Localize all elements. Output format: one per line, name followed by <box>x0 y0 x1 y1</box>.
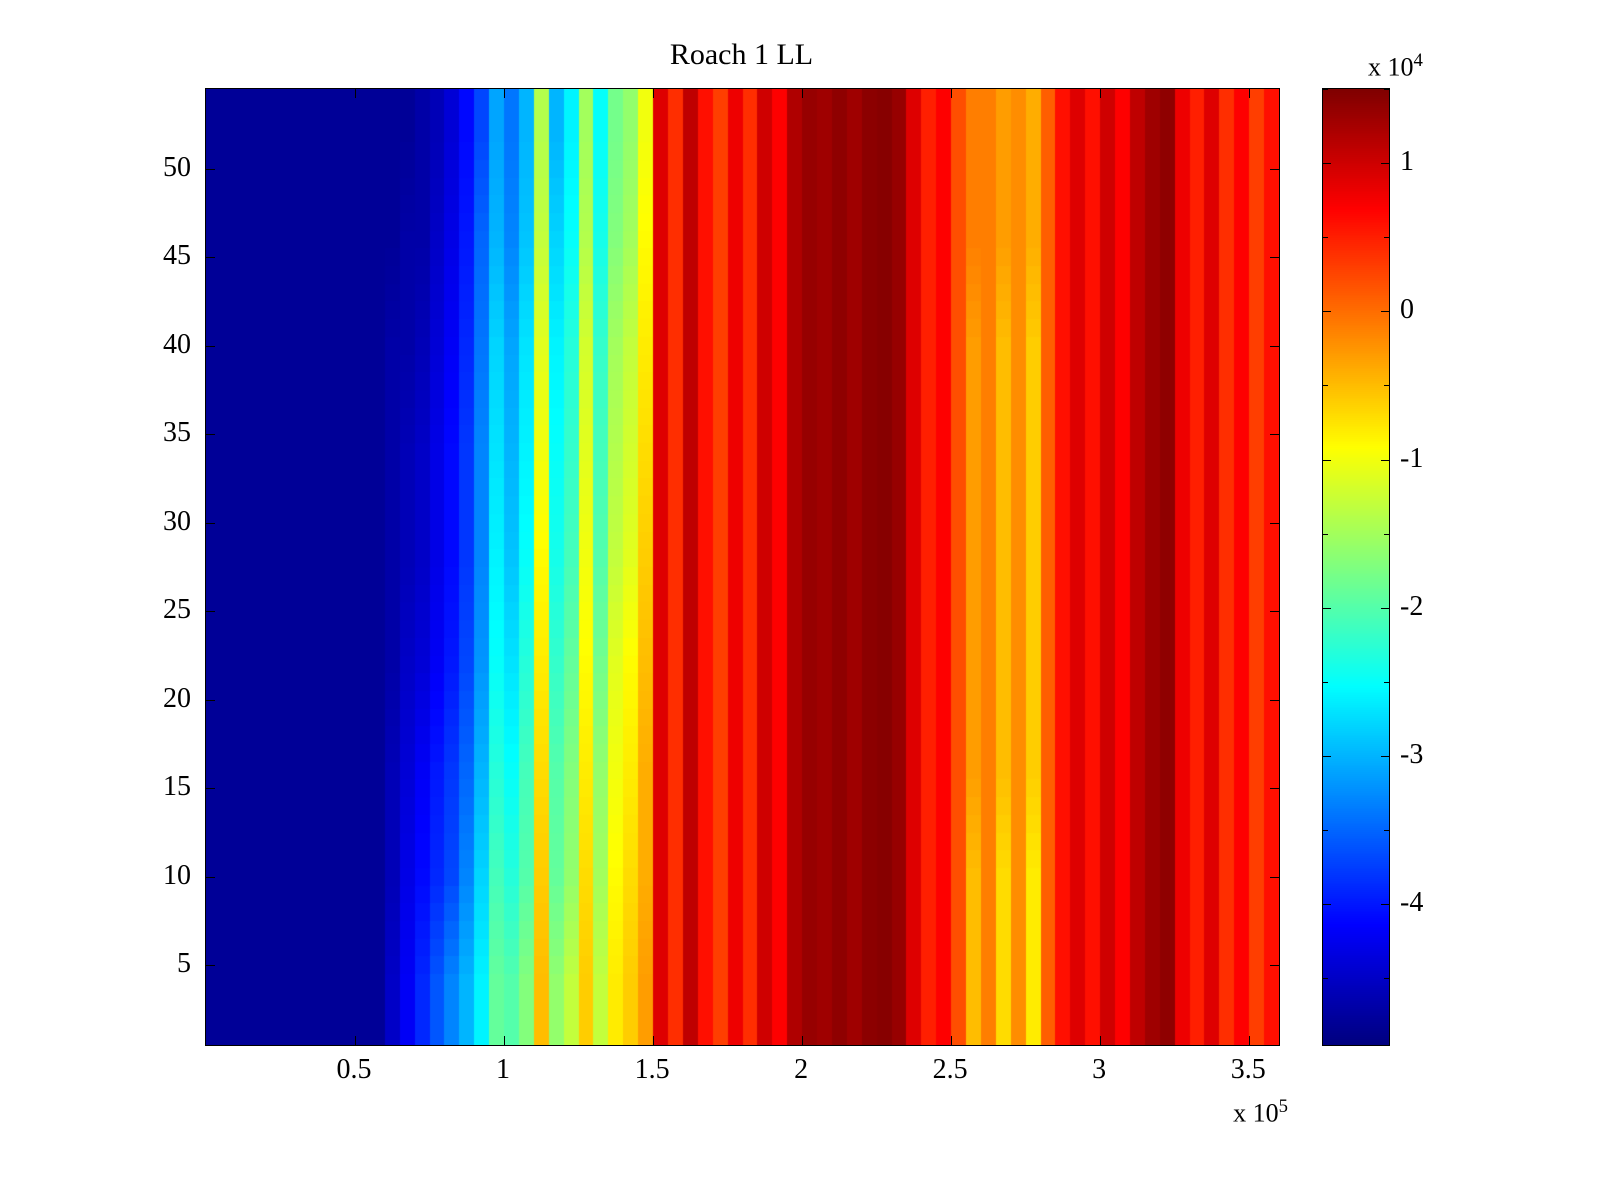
y-tick-mark <box>206 611 215 613</box>
x-tick-mark <box>504 89 506 98</box>
y-tick-mark <box>1270 522 1279 524</box>
y-tick-label: 20 <box>163 682 191 714</box>
y-tick-mark <box>1270 611 1279 613</box>
colorbar-tick-mark <box>1323 607 1331 609</box>
chart-title: Roach 1 LL <box>669 38 814 71</box>
y-tick-mark <box>206 522 215 524</box>
plot-area <box>205 88 1280 1046</box>
colorbar-minor-tick-mark <box>1323 978 1328 980</box>
y-tick-label: 25 <box>163 594 191 626</box>
colorbar-tick-label: -3 <box>1400 738 1424 770</box>
y-tick-mark <box>206 434 215 436</box>
colorbar-exponent-label: x 104 <box>1368 50 1423 82</box>
colorbar-minor-tick-mark <box>1323 681 1328 683</box>
y-tick-mark <box>206 345 215 347</box>
colorbar-tick-mark <box>1381 755 1389 757</box>
y-tick-mark <box>1270 257 1279 259</box>
x-tick-mark <box>951 1036 953 1045</box>
colorbar-tick-mark <box>1323 755 1331 757</box>
x-tick-label: 0.5 <box>336 1054 372 1085</box>
colorbar-canvas <box>1323 89 1389 1045</box>
colorbar-tick-label: -4 <box>1400 887 1424 919</box>
colorbar-tick-label: -1 <box>1400 442 1424 474</box>
y-tick-mark <box>1270 788 1279 790</box>
y-tick-mark <box>1270 345 1279 347</box>
y-tick-mark <box>206 788 215 790</box>
colorbar-minor-tick-mark <box>1384 830 1389 832</box>
x-tick-label: 3.5 <box>1230 1054 1266 1085</box>
y-tick-mark <box>1270 168 1279 170</box>
y-tick-label: 50 <box>163 151 191 183</box>
colorbar-minor-tick-mark <box>1384 385 1389 387</box>
y-tick-mark <box>1270 434 1279 436</box>
colorbar-minor-tick-mark <box>1384 89 1389 90</box>
colorbar-minor-tick-mark <box>1384 978 1389 980</box>
colorbar-tick-mark <box>1381 311 1389 313</box>
y-tick-mark <box>206 257 215 259</box>
colorbar-minor-tick-mark <box>1323 89 1328 90</box>
x-tick-label: 3 <box>1092 1054 1107 1085</box>
x-tick-label: 1 <box>496 1054 511 1085</box>
colorbar-tick-mark <box>1381 904 1389 906</box>
colorbar-tick-mark <box>1323 904 1331 906</box>
x-tick-mark <box>653 89 655 98</box>
y-tick-label: 35 <box>163 417 191 449</box>
y-tick-label: 5 <box>177 948 191 980</box>
x-exponent-power: 5 <box>1278 1096 1288 1117</box>
colorbar-tick-mark <box>1381 607 1389 609</box>
y-tick-mark <box>1270 876 1279 878</box>
x-tick-mark <box>802 1036 804 1045</box>
colorbar-minor-tick-mark <box>1323 533 1328 535</box>
colorbar-exponent-power: 4 <box>1413 50 1423 71</box>
colorbar-tick-mark <box>1323 459 1331 461</box>
x-tick-mark <box>355 1036 357 1045</box>
colorbar-exponent-prefix: x 10 <box>1368 52 1414 82</box>
x-tick-label: 2.5 <box>932 1054 968 1085</box>
y-tick-mark <box>1270 965 1279 967</box>
x-axis-exponent-label: x 105 <box>1178 1096 1288 1128</box>
heatmap-canvas <box>206 89 1279 1045</box>
colorbar-tick-mark <box>1323 311 1331 313</box>
y-tick-mark <box>206 876 215 878</box>
x-exponent-prefix: x 10 <box>1233 1098 1279 1128</box>
y-tick-mark <box>1270 699 1279 701</box>
colorbar-tick-mark <box>1323 163 1331 165</box>
colorbar-minor-tick-mark <box>1384 681 1389 683</box>
colorbar-minor-tick-mark <box>1384 237 1389 239</box>
y-tick-mark <box>206 168 215 170</box>
colorbar-minor-tick-mark <box>1323 237 1328 239</box>
colorbar-minor-tick-mark <box>1384 533 1389 535</box>
x-tick-mark <box>1100 89 1102 98</box>
y-tick-label: 30 <box>163 505 191 537</box>
x-tick-mark <box>1249 1036 1251 1045</box>
y-tick-mark <box>206 965 215 967</box>
x-tick-label: 1.5 <box>634 1054 670 1085</box>
colorbar-tick-label: 0 <box>1400 294 1414 326</box>
y-tick-mark <box>206 699 215 701</box>
x-tick-mark <box>653 1036 655 1045</box>
y-tick-label: 45 <box>163 240 191 272</box>
x-tick-mark <box>802 89 804 98</box>
x-tick-label: 2 <box>794 1054 809 1085</box>
y-tick-label: 15 <box>163 771 191 803</box>
colorbar-tick-label: -2 <box>1400 590 1424 622</box>
colorbar-tick-label: 1 <box>1400 146 1414 178</box>
colorbar-tick-mark <box>1381 459 1389 461</box>
colorbar-minor-tick-mark <box>1323 830 1328 832</box>
x-tick-mark <box>1100 1036 1102 1045</box>
x-tick-mark <box>1249 89 1251 98</box>
colorbar <box>1322 88 1390 1046</box>
colorbar-minor-tick-mark <box>1323 385 1328 387</box>
x-tick-mark <box>951 89 953 98</box>
x-tick-mark <box>504 1036 506 1045</box>
colorbar-tick-mark <box>1381 163 1389 165</box>
y-tick-label: 10 <box>163 859 191 891</box>
y-tick-label: 40 <box>163 328 191 360</box>
x-tick-mark <box>355 89 357 98</box>
